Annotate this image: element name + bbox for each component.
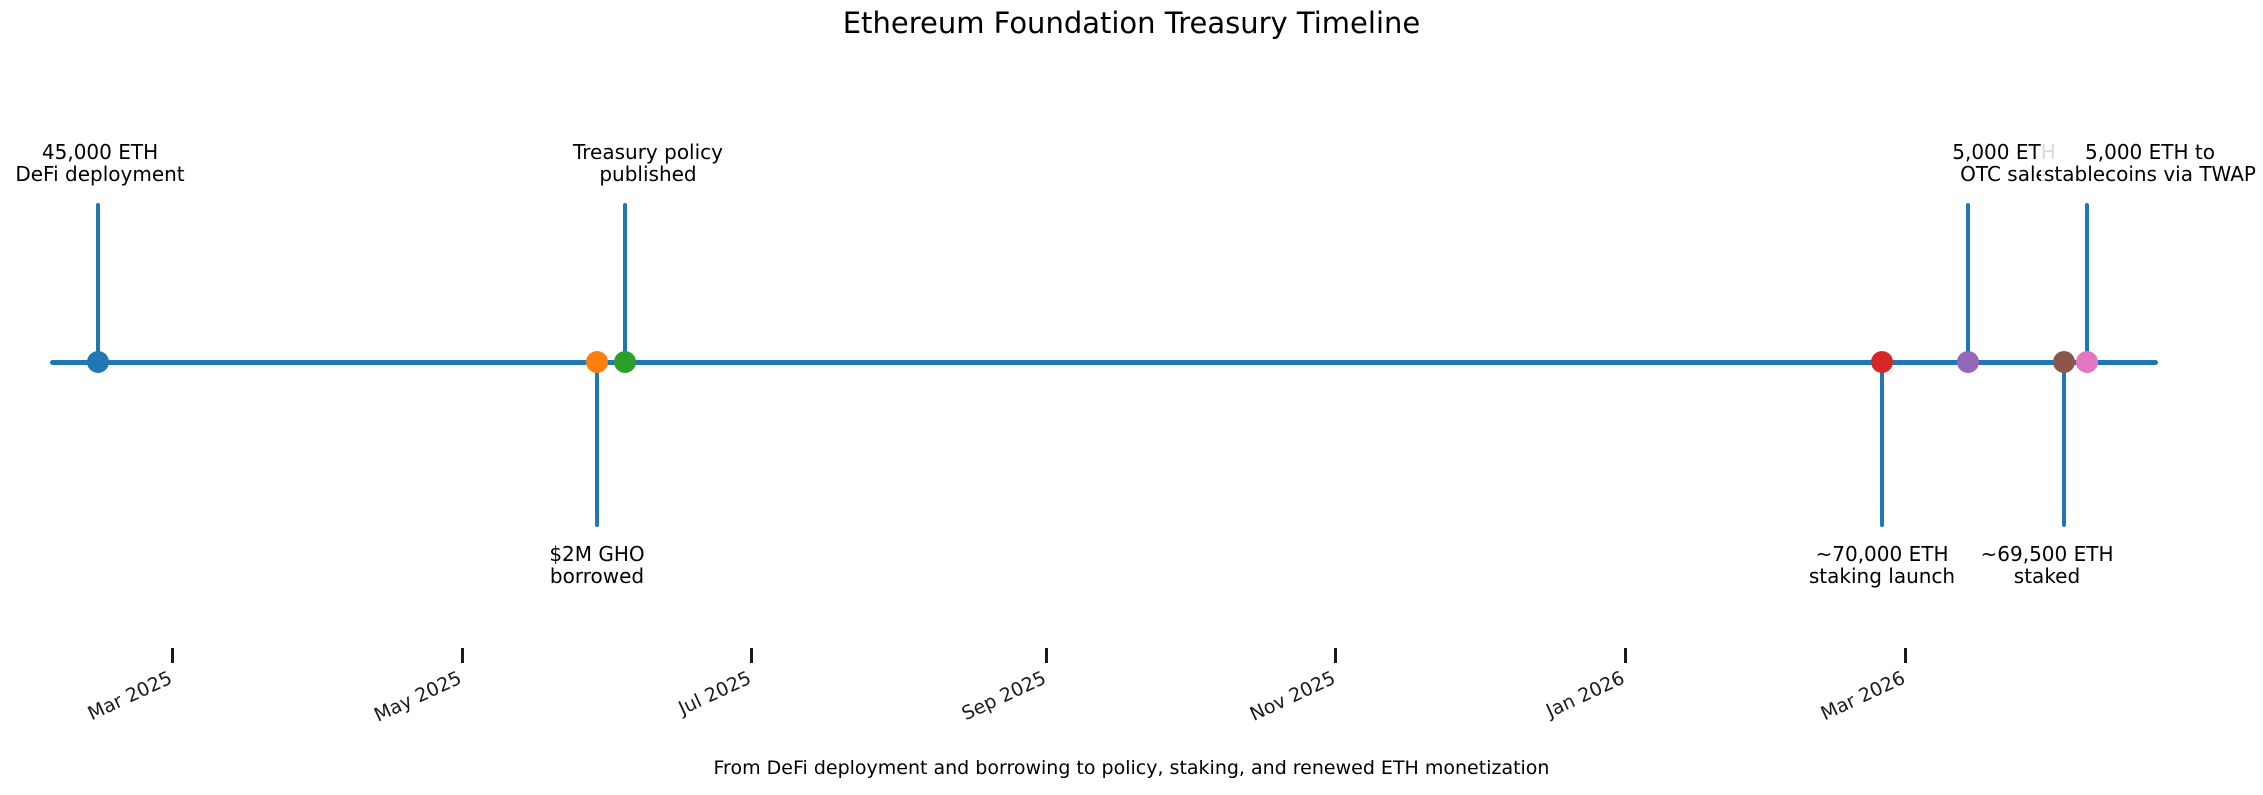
event-label-line: borrowed [549, 564, 645, 588]
event-label-line: staked [2013, 564, 2081, 588]
event-label-line: 45,000 ETH [41, 140, 159, 164]
event-dot [586, 351, 608, 373]
event-label: $2M GHO borrowed [549, 543, 644, 587]
event-dot [1957, 351, 1979, 373]
axis-tick [460, 648, 464, 663]
event-label: 5,000 ETH OTC sale [1952, 141, 2056, 185]
chart-caption: From DeFi deployment and borrowing to po… [713, 757, 1550, 779]
event-label: 5,000 ETH to stablecoins via TWAP [2041, 141, 2259, 185]
axis-tick [1623, 648, 1627, 663]
event-stem [1966, 203, 1970, 362]
axis-tick-label: Sep 2025 [958, 667, 1050, 726]
event-stem [623, 203, 627, 362]
axis-tick [749, 648, 753, 663]
axis-tick [170, 648, 174, 663]
event-dot [87, 351, 109, 373]
axis-tick-label: Jan 2026 [1543, 667, 1629, 723]
event-label: 45,000 ETH DeFi deployment [15, 141, 184, 185]
axis-tick-label: May 2025 [371, 667, 466, 727]
event-label-line: Treasury policy [572, 140, 724, 164]
event-stem [1880, 362, 1884, 527]
axis-tick [1333, 648, 1337, 663]
event-stem [2085, 203, 2089, 362]
event-label: ~70,000 ETH staking launch [1809, 543, 1955, 587]
event-dot [614, 351, 636, 373]
event-label-line: 5,000 ETH to [2085, 140, 2215, 164]
chart-title: Ethereum Foundation Treasury Timeline [842, 6, 1421, 40]
event-label-line: ~70,000 ETH [1815, 542, 1949, 566]
event-dot [2076, 351, 2098, 373]
event-label-line: DeFi deployment [15, 162, 185, 186]
event-dot [1871, 351, 1893, 373]
event-stem [2062, 362, 2066, 527]
event-label-line: OTC sale [1960, 162, 2048, 186]
axis-tick-label: Nov 2025 [1246, 667, 1339, 726]
event-label: ~69,500 ETH staked [1981, 543, 2114, 587]
event-label-line: stablecoins via TWAP [2044, 162, 2256, 186]
event-dot [2053, 351, 2075, 373]
event-label-line: $2M GHO [549, 542, 645, 566]
event-label-line: published [599, 162, 697, 186]
axis-tick-label: Jul 2025 [674, 667, 755, 720]
event-stem [96, 203, 100, 362]
event-label-line: ~69,500 ETH [1980, 542, 2114, 566]
axis-tick [1903, 648, 1907, 663]
axis-tick [1044, 648, 1048, 663]
event-label: Treasury policy published [573, 141, 723, 185]
event-label-line: staking launch [1808, 564, 1956, 588]
axis-tick-label: Mar 2026 [1817, 667, 1909, 726]
axis-tick-label: Mar 2025 [84, 667, 176, 726]
event-stem [595, 362, 599, 527]
event-label-line: 5,000 ETH [1952, 140, 2056, 164]
timeline-axis-line [50, 359, 2158, 365]
